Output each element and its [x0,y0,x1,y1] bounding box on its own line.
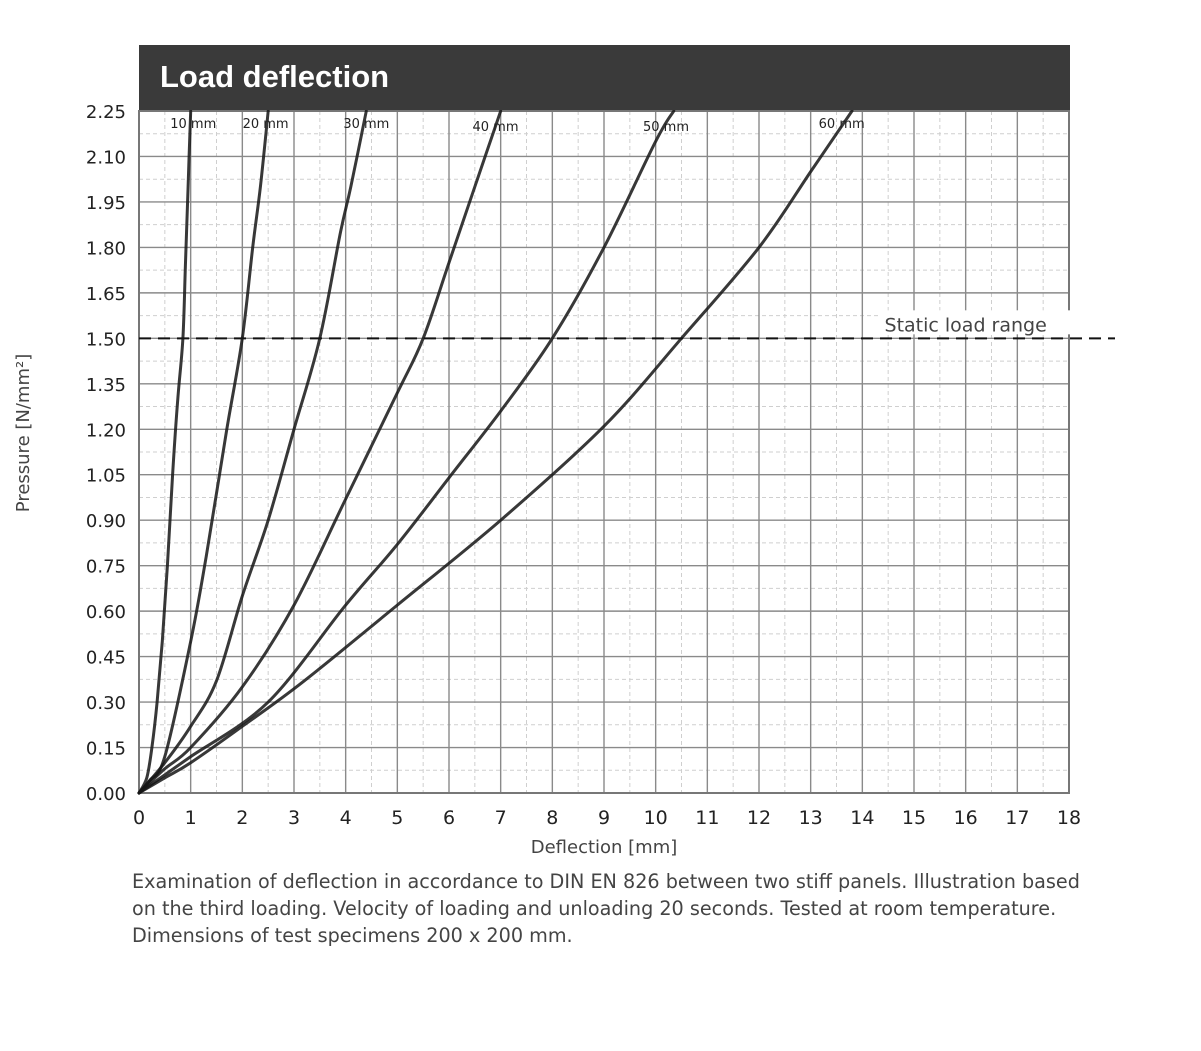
series-line-4 [137,109,503,795]
x-tick-label: 12 [747,807,771,829]
y-tick-label: 1.05 [86,466,126,487]
x-tick-label: 2 [236,807,248,829]
series-line-1 [137,109,193,795]
x-tick-label: 6 [443,807,455,829]
axis-ticks: 0 1 2 3 4 5 6 7 8 9 10 11 12 13 14 15 16 17 180.000.150.30… [86,102,1081,829]
series-label-5: 50 mm [643,120,689,135]
static-label-backdrop [880,310,1141,335]
y-tick-label: 1.80 [86,238,126,259]
x-tick-label: 0 [133,807,145,829]
x-tick-label: 7 [495,807,507,829]
x-tick-label: 13 [799,807,823,829]
x-tick-label: 8 [546,807,558,829]
static-load-range-line: Static load range [139,310,1141,340]
y-tick-label: 1.35 [86,375,126,396]
chart-title: Load deflection [160,59,390,94]
x-tick-label: 16 [954,807,978,829]
x-tick-label: 5 [391,807,403,829]
series-label-6: 60 mm [819,117,865,132]
caption-line-2: on the third loading. Velocity of loadin… [132,897,1057,920]
y-tick-label: 0.60 [86,602,126,623]
x-tick-label: 3 [288,807,300,829]
y-tick-label: 1.95 [86,193,126,214]
y-tick-label: 1.20 [86,420,126,441]
y-tick-label: 2.25 [86,102,126,123]
series-line-3 [137,109,368,795]
x-tick-label: 9 [598,807,610,829]
series-line-6 [137,109,854,795]
x-tick-label: 10 [644,807,668,829]
x-tick-label: 18 [1057,807,1081,829]
series-label-4: 40 mm [472,120,518,135]
y-tick-label: 0.00 [86,784,126,805]
x-tick-label: 14 [850,807,874,829]
x-tick-label: 1 [185,807,197,829]
y-tick-label: 2.10 [86,147,126,168]
y-tick-label: 1.50 [86,329,126,350]
chart-caption: Examination of deflection in accordance … [132,868,1122,949]
x-axis-label: Deflection [mm] [531,837,678,858]
series-label-2: 20 mm [243,117,289,132]
caption-line-3: Dimensions of test specimens 200 x 200 m… [132,924,573,947]
series-line-5 [137,109,676,795]
y-tick-label: 0.45 [86,648,126,669]
x-tick-label: 17 [1005,807,1029,829]
y-axis-label: Pressure [N/mm²] [13,354,34,512]
grid [138,110,1070,794]
y-tick-label: 0.15 [86,739,126,760]
static-load-label: Static load range [885,314,1047,336]
curve-labels: 10 mm 20 mm 30 mm 40 mm 50 mm 60 mm [170,117,864,135]
series-layer [137,109,854,795]
caption-line-1: Examination of deflection in accordance … [132,870,1080,893]
x-tick-label: 11 [695,807,719,829]
series-label-1: 10 mm [170,117,216,132]
x-tick-label: 15 [902,807,926,829]
chart-title-bar: Load deflection [139,45,1070,110]
series-label-3: 30 mm [343,117,389,132]
plot-frame [138,110,1070,794]
y-tick-label: 1.65 [86,284,126,305]
y-tick-label: 0.30 [86,693,126,714]
y-tick-label: 0.90 [86,511,126,532]
y-tick-label: 0.75 [86,557,126,578]
x-tick-label: 4 [340,807,352,829]
